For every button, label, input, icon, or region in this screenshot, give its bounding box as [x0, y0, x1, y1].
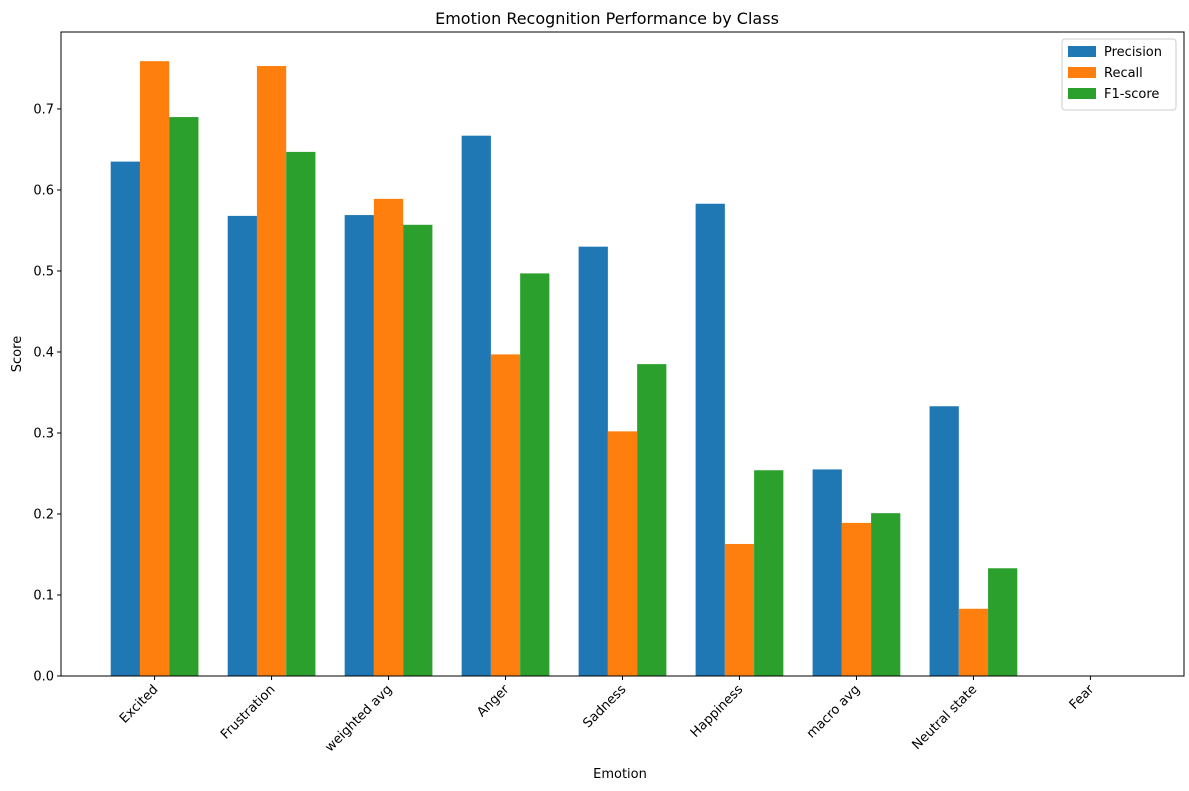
- y-tick-label: 0.3: [33, 426, 54, 441]
- bar-recall-frustration: [256, 66, 287, 676]
- bar-precision-anger: [461, 135, 491, 676]
- x-tick-label: macro avg: [804, 682, 863, 741]
- x-tick-label: Excited: [117, 682, 161, 726]
- x-tick-label: Frustration: [218, 682, 278, 742]
- chart-title: Emotion Recognition Performance by Class: [435, 9, 779, 28]
- bar-precision-excited: [110, 161, 140, 677]
- bar-recall-neutral-state: [958, 608, 989, 676]
- legend-label: Precision: [1104, 45, 1162, 60]
- y-tick-label: 0.6: [33, 183, 54, 198]
- legend-swatch: [1068, 67, 1096, 78]
- bar-precision-macro-avg: [812, 469, 842, 676]
- bar-f1-score-excited: [169, 117, 199, 677]
- bar-f1-score-frustration: [286, 151, 316, 677]
- bar-recall-weighted-avg: [373, 198, 404, 676]
- bar-recall-anger: [490, 354, 521, 676]
- legend: Precision Recall F1-score: [1061, 38, 1177, 111]
- bar-precision-neutral-state: [929, 406, 959, 676]
- legend-label: Recall: [1104, 66, 1143, 81]
- bar-f1-score-weighted-avg: [403, 224, 433, 676]
- bar-precision-sadness: [578, 246, 608, 676]
- x-axis-title: Emotion: [593, 767, 647, 782]
- bar-precision-frustration: [227, 215, 257, 676]
- y-tick-label: 0.5: [33, 264, 54, 279]
- bar-f1-score-sadness: [637, 364, 667, 676]
- bar-precision-happiness: [695, 203, 725, 676]
- y-tick-label: 0.1: [33, 588, 54, 603]
- x-tick-label: Neutral state: [910, 682, 981, 753]
- x-axis: Excited Frustration weighted avg Anger Sadne…: [117, 676, 1098, 755]
- plot-area: [110, 61, 1018, 677]
- legend-swatch: [1068, 46, 1096, 57]
- bar-recall-excited: [139, 61, 170, 676]
- x-tick-label: Sadness: [580, 682, 629, 731]
- bar-precision-weighted-avg: [344, 215, 374, 676]
- bar-recall-sadness: [607, 431, 638, 676]
- legend-swatch: [1068, 88, 1096, 99]
- bar-f1-score-anger: [520, 273, 550, 676]
- x-tick-label: Fear: [1067, 682, 1098, 713]
- y-axis-title: Score: [10, 336, 25, 372]
- x-tick-label: Anger: [474, 682, 512, 720]
- y-tick-label: 0.4: [33, 345, 54, 360]
- y-axis: 0.0 0.1 0.2 0.3 0.4 0.5 0.6 0.7: [33, 102, 61, 685]
- x-tick-label: weighted avg: [322, 682, 395, 755]
- x-tick-label: Happiness: [688, 682, 747, 741]
- bar-f1-score-happiness: [754, 470, 784, 676]
- bar-recall-happiness: [724, 543, 755, 676]
- y-tick-label: 0.0: [33, 670, 54, 685]
- y-tick-label: 0.7: [33, 102, 54, 117]
- bar-recall-macro-avg: [841, 522, 872, 676]
- legend-label: F1-score: [1104, 87, 1159, 102]
- y-tick-label: 0.2: [33, 507, 54, 522]
- bar-f1-score-neutral-state: [988, 568, 1018, 676]
- bar-f1-score-macro-avg: [871, 513, 901, 676]
